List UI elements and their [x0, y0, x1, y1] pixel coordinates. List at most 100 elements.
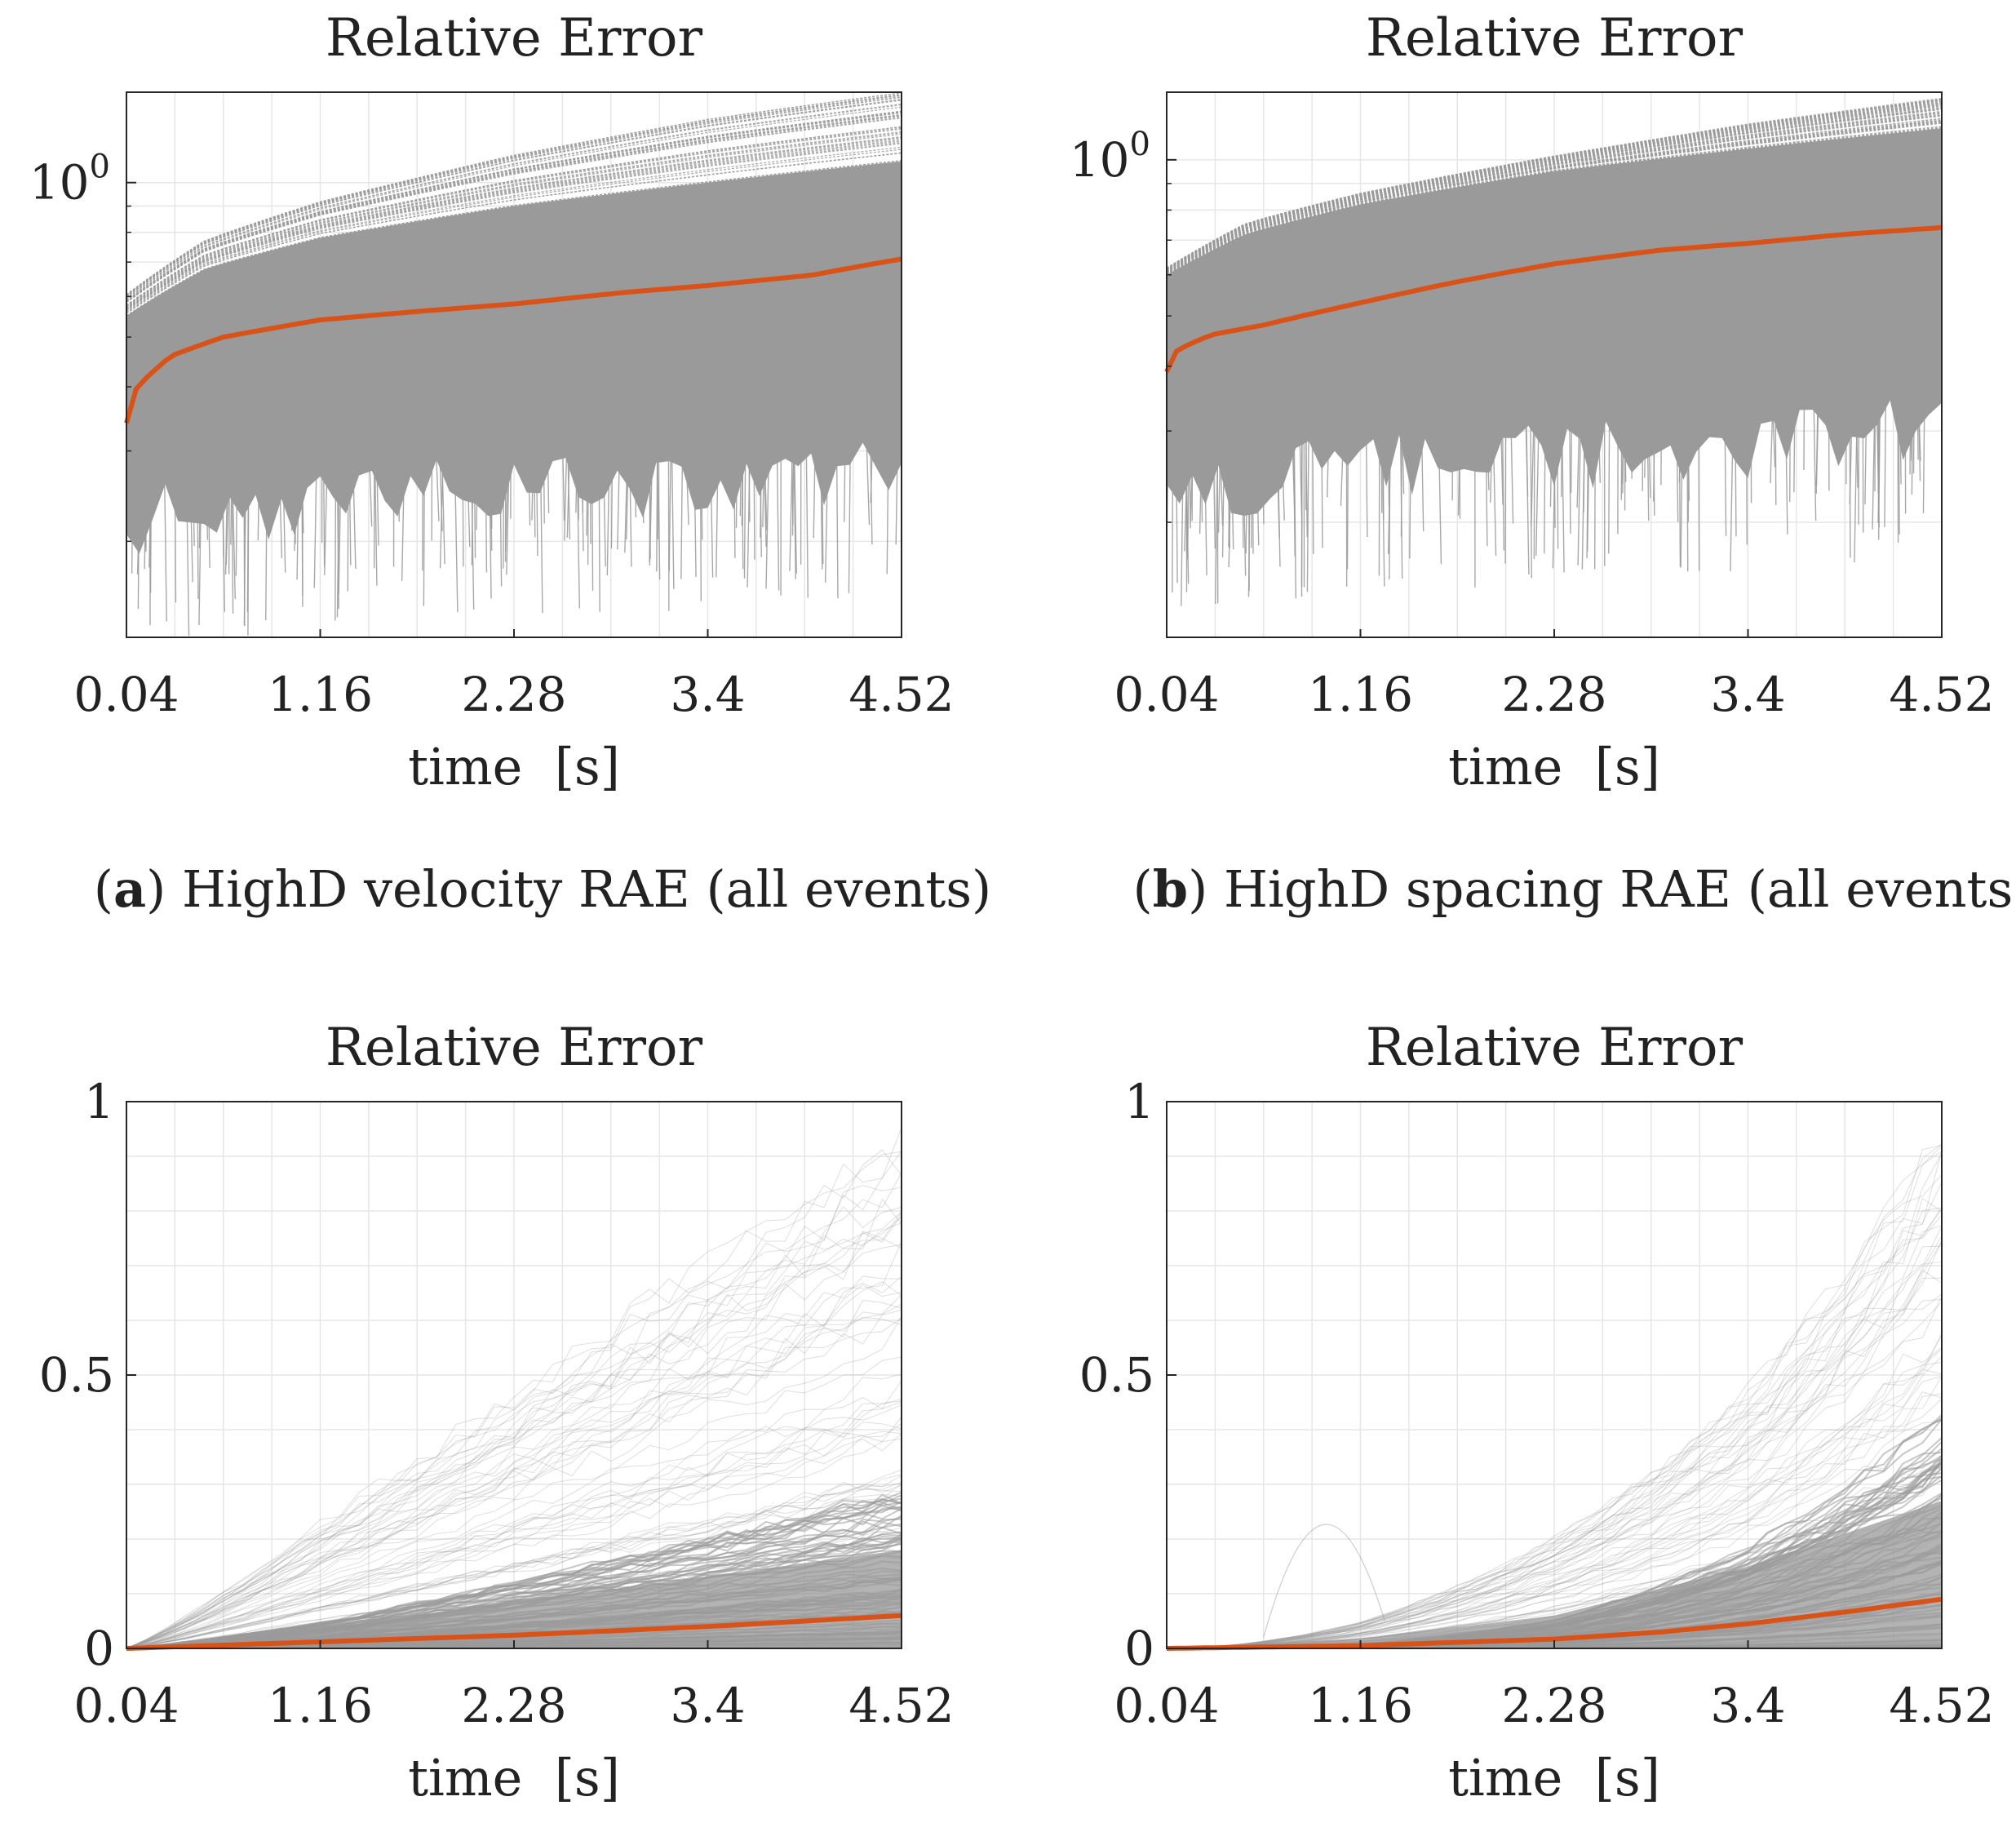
trace-curve — [126, 1493, 902, 1648]
panel-a-title: Relative Error — [326, 8, 703, 69]
caption-paren-open: ( — [94, 859, 113, 919]
trace-spike — [844, 425, 846, 522]
trace-spike — [1549, 401, 1553, 508]
trace-spike — [1789, 386, 1792, 502]
trace-curve — [126, 1538, 902, 1648]
trace-curve — [126, 1211, 902, 1648]
trace-spike — [733, 432, 736, 558]
trace-curve — [1167, 100, 1942, 269]
trace-spike — [1491, 405, 1497, 556]
trace-curve — [1167, 108, 1942, 271]
trace-spike — [1734, 389, 1737, 537]
trace-spike — [485, 436, 488, 573]
trace-curve — [126, 1481, 902, 1648]
trace-spike — [207, 462, 210, 568]
trace-curve — [1167, 1206, 1942, 1648]
trace-spike — [290, 451, 294, 531]
trace-spike — [1622, 397, 1625, 494]
trace-spike — [301, 450, 304, 596]
trace-curve — [126, 1438, 902, 1648]
trace-curve — [126, 1422, 902, 1648]
trace-spike — [1485, 406, 1488, 547]
trace-spike — [1917, 379, 1921, 461]
trace-spike — [1644, 395, 1647, 478]
trace-curve — [1167, 1277, 1942, 1648]
trace-spike — [1186, 438, 1190, 559]
trace-spike — [141, 462, 147, 548]
trace-spike — [1327, 418, 1330, 498]
trace-spike — [471, 437, 474, 566]
trace-spike — [1916, 379, 1919, 460]
trace-spike — [1678, 393, 1681, 567]
trace-curve — [126, 1373, 902, 1648]
trace-spike — [1877, 381, 1881, 540]
x-tick-label: 0.04 — [1114, 667, 1219, 722]
trace-spike — [1531, 402, 1535, 527]
y-tick-label: 0.5 — [39, 1347, 114, 1403]
trace-spike — [693, 434, 697, 578]
trace-spike — [257, 455, 260, 541]
trace-spike — [1660, 394, 1663, 486]
panel-c-x-ticks: 0.04 1.16 2.28 3.4 4.52 — [73, 1640, 955, 1733]
trace-curve — [126, 149, 902, 313]
trace-curve — [126, 160, 902, 317]
trace-spike — [1252, 427, 1254, 554]
trace-spike — [197, 462, 199, 600]
trace-spike — [1212, 433, 1216, 549]
trace-spike — [243, 457, 246, 626]
trace-spike — [488, 436, 492, 599]
panel-d-y-ticks: 00.51 — [1079, 1074, 1176, 1676]
trace-curve — [1167, 1151, 1942, 1648]
trace-spike — [476, 437, 479, 530]
trace-curve — [126, 1244, 902, 1648]
x-tick-label: 0.04 — [73, 1678, 179, 1733]
trace-curve — [126, 136, 902, 309]
x-tick-label: 1.16 — [1308, 667, 1413, 722]
trace-curve — [1167, 1368, 1942, 1648]
trace-spike — [205, 462, 209, 540]
trace-spike — [869, 424, 873, 545]
trace-spike — [685, 434, 689, 526]
trace-outlier-bump — [1263, 1524, 1385, 1638]
trace-spike — [454, 438, 459, 613]
trace-curve — [1167, 1348, 1942, 1648]
y-tick-base: 10 — [1070, 132, 1130, 188]
trace-spike — [401, 441, 405, 581]
trace-spike — [131, 462, 134, 574]
panel-c: 0.04 1.16 2.28 3.4 4.52 00.51 Relative Error… — [39, 1018, 955, 1808]
trace-spike — [1899, 379, 1902, 485]
trace-curve — [1167, 1209, 1942, 1648]
trace-curve — [1167, 1375, 1942, 1648]
x-tick-label: 3.4 — [1710, 667, 1785, 722]
trace-spike — [244, 457, 246, 535]
trace-spike — [221, 460, 226, 612]
trace-spike — [1813, 385, 1817, 521]
panel-c-x-label: time [s] — [408, 1748, 620, 1808]
trace-curve — [1167, 122, 1942, 274]
trace-spike — [1191, 437, 1194, 521]
trace-curve — [1167, 107, 1942, 271]
trace-spike — [1378, 413, 1380, 576]
trace-spike — [1680, 393, 1684, 568]
trace-curve — [126, 1151, 902, 1648]
trace-spike — [699, 434, 702, 601]
trace-spike — [1420, 410, 1424, 532]
trace-spike — [531, 434, 534, 521]
trace-spike — [1784, 387, 1788, 535]
trace-curve — [126, 1211, 902, 1648]
trace-spike — [626, 434, 630, 540]
trace-spike — [821, 427, 824, 565]
trace-curve — [1167, 113, 1942, 273]
trace-spike — [591, 434, 594, 591]
trace-spike — [1230, 430, 1234, 550]
trace-curve — [126, 106, 902, 299]
trace-spike — [547, 434, 550, 513]
trace-spike — [281, 452, 286, 573]
trace-spike — [1184, 438, 1189, 552]
caption-paren-open: ( — [1133, 859, 1153, 919]
trace-spike — [1486, 406, 1490, 490]
trace-spike — [1553, 401, 1556, 529]
trace-spike — [435, 439, 440, 521]
trace-spike — [505, 434, 510, 552]
trace-spike — [671, 434, 675, 589]
